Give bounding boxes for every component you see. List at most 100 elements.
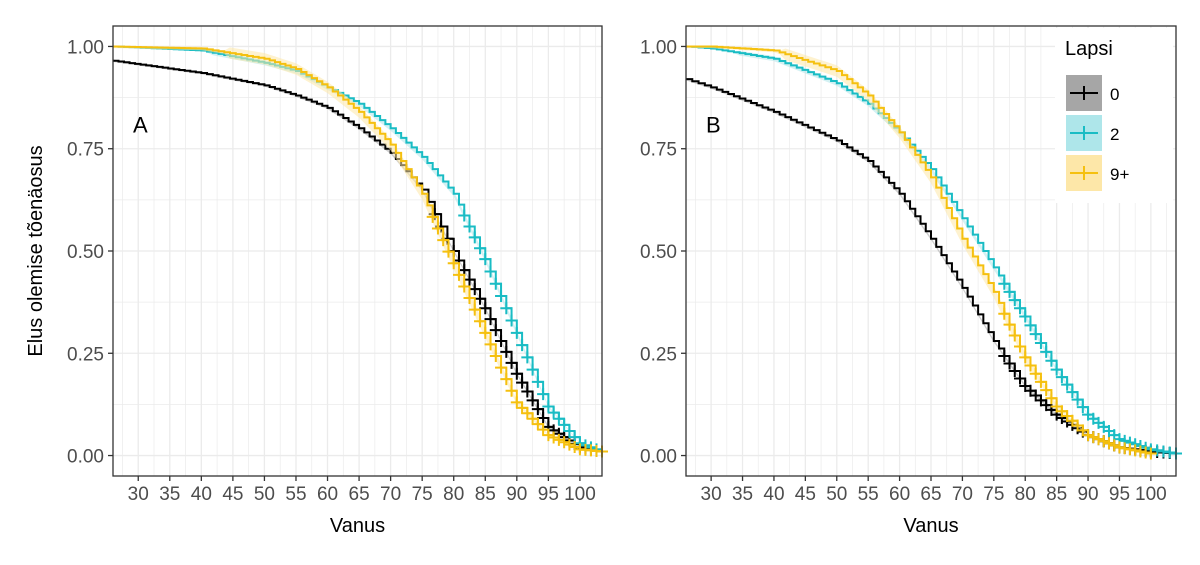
x-tick-label: 55 (285, 484, 306, 505)
censor-mark (452, 268, 465, 281)
censor-mark (1003, 318, 1016, 331)
censor-mark (468, 231, 481, 244)
x-tick-label: 30 (128, 484, 149, 505)
censor-mark (542, 429, 555, 442)
censor-mark (998, 277, 1011, 290)
x-tick-label: 50 (826, 484, 847, 505)
x-tick-label: 50 (254, 484, 275, 505)
censor-mark (563, 425, 576, 437)
censor-mark (500, 302, 513, 315)
censor-mark (479, 253, 492, 266)
censor-mark (1019, 310, 1032, 323)
censor-mark (1113, 441, 1126, 454)
panel-tag: B (706, 112, 721, 137)
censor-mark (1040, 384, 1053, 397)
censor-mark (516, 376, 529, 389)
censor-mark (1157, 445, 1170, 458)
censor-mark (505, 356, 518, 369)
y-tick-label: 0.50 (640, 242, 677, 263)
censor-mark (426, 210, 439, 223)
censor-mark (479, 326, 492, 339)
x-tick-label: 100 (564, 484, 596, 505)
panel-a: 0.00 0.25 0.50 0.75 1.00 30 35 40 45 50 55 60 65 70 75… (67, 25, 608, 537)
censor-mark (479, 302, 492, 315)
censor-mark (1029, 367, 1042, 380)
censor-mark (552, 433, 565, 446)
censor-mark (531, 375, 544, 388)
censor-mark (547, 406, 560, 419)
censor-mark (521, 351, 534, 364)
censor-mark (1014, 340, 1026, 353)
censor-mark (1129, 444, 1142, 457)
censor-mark (1045, 354, 1058, 367)
censor-mark (1034, 337, 1047, 350)
censor-mark (474, 242, 487, 255)
censor-mark (474, 315, 487, 328)
x-tick-label: 70 (952, 484, 973, 505)
censor-mark (1008, 294, 1021, 307)
censor-mark (458, 280, 471, 293)
censor-mark (1134, 445, 1147, 458)
censor-mark (1071, 393, 1084, 406)
censor-mark (521, 407, 534, 420)
censor-mark (1050, 363, 1063, 376)
censor-mark (537, 423, 550, 436)
censor-mark (505, 384, 518, 397)
x-axis-title: Vanus (903, 515, 958, 537)
censor-mark (1003, 357, 1016, 370)
censor-mark (1066, 386, 1079, 399)
censor-mark (510, 396, 523, 409)
x-tick-label: 60 (317, 484, 338, 505)
x-tick-label: 45 (222, 484, 243, 505)
censor-mark (531, 418, 544, 431)
censor-mark (558, 418, 571, 431)
censor-mark (489, 277, 502, 290)
censor-mark (468, 283, 481, 296)
censor-mark (537, 388, 550, 401)
censor-mark (542, 400, 555, 413)
censor-mark (510, 326, 523, 339)
censor-mark (1082, 429, 1095, 442)
censor-mark (500, 373, 513, 386)
panel-b: 0.00 0.25 0.50 0.75 1.00 30 35 40 45 50 55 60 65 70 75… (640, 25, 1182, 537)
censor-mark (1003, 285, 1016, 298)
x-tick-label: 40 (763, 484, 784, 505)
x-tick-label: 70 (380, 484, 401, 505)
censor-mark (1014, 372, 1026, 385)
censor-mark (495, 290, 508, 302)
censor-mark (1055, 371, 1068, 384)
censor-mark (458, 209, 471, 222)
censor-mark (526, 412, 539, 425)
censor-mark (1087, 431, 1100, 444)
censor-mark (998, 307, 1011, 320)
x-tick-label: 65 (920, 484, 941, 505)
censor-mark (1008, 329, 1021, 342)
censor-mark (463, 220, 476, 233)
x-tick-label: 100 (1135, 484, 1167, 505)
x-tick-label: 80 (443, 484, 464, 505)
y-axis-title: Elus olemise tõenäosus (25, 145, 47, 356)
x-tick-label: 85 (1046, 484, 1067, 505)
censor-mark (468, 303, 481, 316)
censor-mark (1102, 437, 1115, 450)
x-tick-label: 65 (349, 484, 370, 505)
x-tick-label: 60 (889, 484, 910, 505)
x-tick-label: 75 (983, 484, 1004, 505)
censor-mark (1118, 442, 1131, 455)
x-tick-label: 45 (795, 484, 816, 505)
censor-mark (1144, 447, 1157, 460)
censor-mark (463, 273, 476, 286)
censor-mark (1045, 392, 1058, 405)
censor-mark (442, 245, 455, 258)
legend: Lapsi 0 2 9+ (1055, 28, 1173, 203)
censor-mark (505, 314, 518, 327)
censor-mark (1076, 401, 1089, 414)
censor-mark (521, 385, 534, 398)
censor-mark (1108, 439, 1121, 452)
censor-mark (437, 234, 450, 247)
censor-mark (447, 257, 460, 270)
legend-key-line (1070, 126, 1098, 140)
x-tick-label: 35 (159, 484, 180, 505)
y-tick-label: 0.00 (67, 447, 104, 468)
